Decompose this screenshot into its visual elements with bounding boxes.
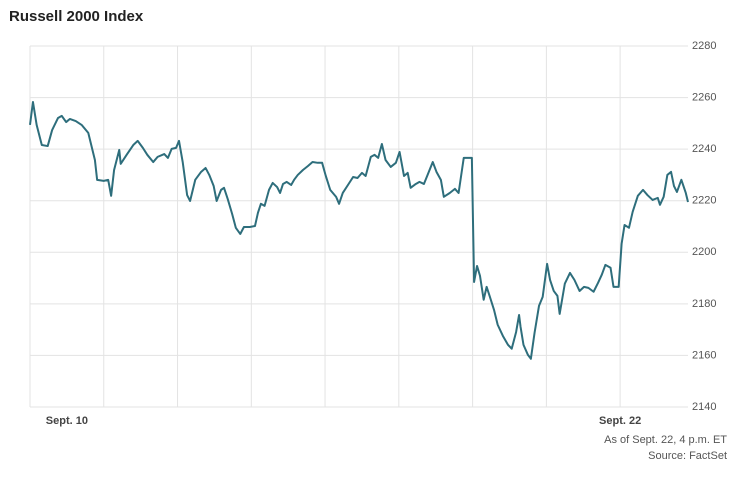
x-tick-label: Sept. 22: [599, 415, 641, 427]
y-tick-label: 2160: [692, 349, 716, 361]
y-tick-label: 2220: [692, 195, 716, 207]
y-tick-label: 2200: [692, 246, 716, 258]
y-tick-label: 2240: [692, 143, 716, 155]
y-tick-label: 2140: [692, 401, 716, 413]
y-tick-label: 2280: [692, 40, 716, 52]
y-tick-label: 2260: [692, 91, 716, 103]
chart-title: Russell 2000 Index: [9, 8, 144, 25]
source-note: Source: FactSet: [648, 450, 727, 462]
x-tick-label: Sept. 10: [46, 415, 88, 427]
price-line: [29, 100, 689, 360]
as-of-note: As of Sept. 22, 4 p.m. ET: [604, 434, 727, 446]
y-tick-label: 2180: [692, 298, 716, 310]
